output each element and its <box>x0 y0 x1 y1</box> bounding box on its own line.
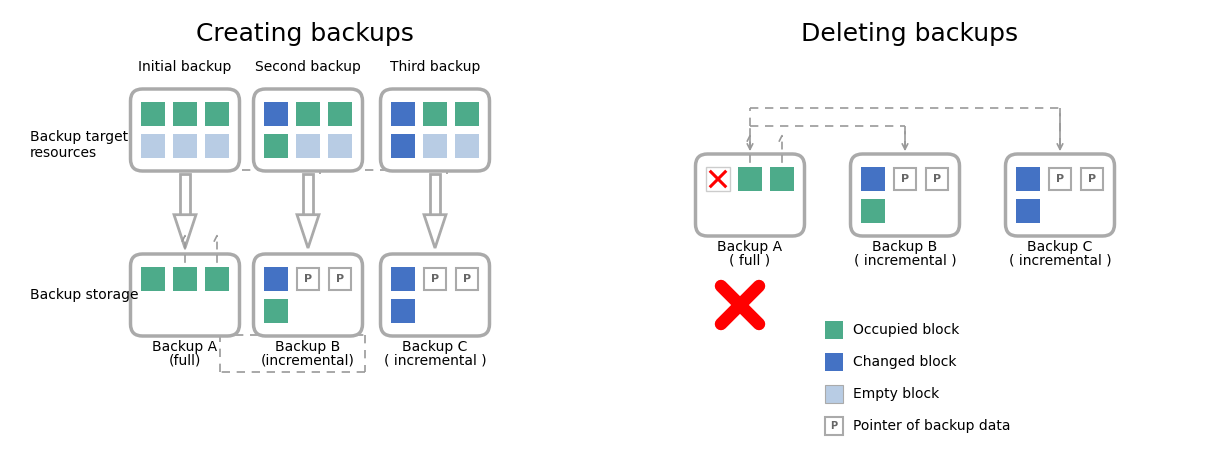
Bar <box>926 168 948 190</box>
Bar <box>1016 199 1040 223</box>
Text: Backup B: Backup B <box>276 340 341 354</box>
Text: P: P <box>901 174 909 184</box>
Text: P: P <box>303 274 312 284</box>
Text: P: P <box>430 274 439 284</box>
Bar <box>206 267 229 291</box>
Bar <box>180 174 190 215</box>
Text: Deleting backups: Deleting backups <box>802 22 1018 46</box>
Text: P: P <box>336 274 345 284</box>
Polygon shape <box>297 215 319 248</box>
Bar <box>206 134 229 158</box>
Text: Backup storage: Backup storage <box>30 288 139 302</box>
Text: (full): (full) <box>169 354 201 368</box>
Bar <box>328 134 352 158</box>
Bar <box>264 102 288 126</box>
Text: Backup A: Backup A <box>717 240 782 254</box>
FancyBboxPatch shape <box>131 89 239 171</box>
Bar <box>264 299 288 323</box>
Bar <box>1081 168 1103 190</box>
Bar <box>141 102 164 126</box>
Text: ( incremental ): ( incremental ) <box>383 354 486 368</box>
Bar <box>141 134 164 158</box>
Text: Backup C: Backup C <box>1028 240 1093 254</box>
Text: P: P <box>1055 174 1064 184</box>
Bar <box>455 102 479 126</box>
Bar <box>391 299 415 323</box>
Text: ( incremental ): ( incremental ) <box>854 254 956 268</box>
Text: Third backup: Third backup <box>389 60 480 74</box>
Text: Empty block: Empty block <box>854 387 939 401</box>
Text: Backup B: Backup B <box>873 240 938 254</box>
FancyBboxPatch shape <box>254 89 363 171</box>
Text: Creating backups: Creating backups <box>196 22 413 46</box>
Bar <box>141 267 164 291</box>
Bar <box>424 268 446 290</box>
Bar <box>706 167 730 191</box>
Bar <box>455 134 479 158</box>
Text: Backup C: Backup C <box>403 340 468 354</box>
Bar <box>296 102 320 126</box>
Bar <box>391 102 415 126</box>
Bar <box>1049 168 1071 190</box>
Text: Backup A: Backup A <box>152 340 218 354</box>
Bar <box>861 199 885 223</box>
Bar <box>173 102 197 126</box>
Text: P: P <box>831 421 838 431</box>
Bar <box>423 134 447 158</box>
Bar <box>825 353 843 371</box>
Bar <box>737 167 762 191</box>
FancyBboxPatch shape <box>695 154 804 236</box>
Bar <box>296 134 320 158</box>
Bar <box>456 268 478 290</box>
Bar <box>328 102 352 126</box>
Bar <box>825 321 843 339</box>
Bar <box>297 268 319 290</box>
Polygon shape <box>174 215 196 248</box>
Text: ( incremental ): ( incremental ) <box>1008 254 1111 268</box>
Bar <box>770 167 794 191</box>
FancyBboxPatch shape <box>381 89 490 171</box>
Text: P: P <box>463 274 472 284</box>
Bar <box>303 174 313 215</box>
Polygon shape <box>424 215 446 248</box>
Text: Changed block: Changed block <box>854 355 956 369</box>
Bar <box>893 168 916 190</box>
Bar <box>825 417 843 435</box>
FancyBboxPatch shape <box>381 254 490 336</box>
Bar <box>825 385 843 403</box>
Bar <box>430 174 440 215</box>
Text: ( full ): ( full ) <box>729 254 770 268</box>
Bar <box>423 102 447 126</box>
FancyBboxPatch shape <box>131 254 239 336</box>
FancyBboxPatch shape <box>1006 154 1115 236</box>
Bar <box>173 134 197 158</box>
Text: P: P <box>933 174 941 184</box>
Bar <box>391 267 415 291</box>
Bar <box>391 134 415 158</box>
Bar <box>264 134 288 158</box>
Bar <box>1016 167 1040 191</box>
Bar <box>264 267 288 291</box>
Text: P: P <box>1088 174 1097 184</box>
Text: Second backup: Second backup <box>255 60 361 74</box>
FancyBboxPatch shape <box>850 154 960 236</box>
Text: Occupied block: Occupied block <box>854 323 960 337</box>
Text: Pointer of backup data: Pointer of backup data <box>854 419 1011 433</box>
Bar <box>206 102 229 126</box>
Bar <box>861 167 885 191</box>
FancyBboxPatch shape <box>254 254 363 336</box>
Text: Initial backup: Initial backup <box>138 60 232 74</box>
Bar <box>329 268 351 290</box>
Bar <box>173 267 197 291</box>
Text: Backup target
resources: Backup target resources <box>30 130 128 160</box>
Text: (incremental): (incremental) <box>261 354 355 368</box>
